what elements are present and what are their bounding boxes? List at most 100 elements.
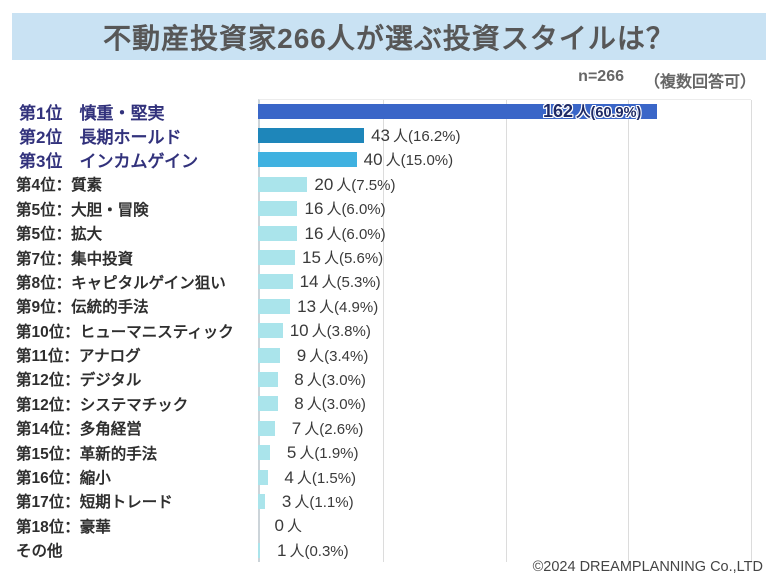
bar: 162 人(60.9%)	[258, 100, 658, 121]
chart-row: 第15位：革新的手法 5 人(1.9%)	[14, 440, 751, 464]
bar-track: 3 人(1.1%)	[258, 489, 751, 513]
bar-track: 7 人(2.6%)	[258, 416, 751, 440]
bar	[258, 176, 308, 192]
sample-size-text: n=266	[578, 68, 624, 85]
bar-track: 13 人(4.9%)	[258, 294, 751, 318]
bar-track: 16 人(6.0%)	[258, 221, 751, 245]
row-rank-label: 第15位：革新的手法	[16, 445, 158, 463]
row-rank-label: 第1位 慎重・堅実	[19, 103, 165, 123]
bar-track: 43 人(16.2%)	[258, 123, 751, 147]
gridline-150	[628, 100, 630, 563]
bar	[258, 225, 298, 241]
row-rank-label: 第9位：伝統的手法	[16, 299, 149, 317]
bar	[258, 152, 357, 168]
value-label-inside: 162 人(60.9%)	[543, 100, 642, 121]
chart-row: 第14位：多角経営 7 人(2.6%)	[14, 416, 751, 440]
bar	[258, 323, 283, 339]
bar-track: 162 人(60.9%)	[258, 99, 751, 123]
bar	[258, 128, 364, 144]
value-label: 8 人(3.0%)	[294, 369, 366, 389]
bar	[258, 371, 278, 387]
copyright-text: ©2024 DREAMPLANNING Co.,LTD	[532, 559, 763, 575]
row-rank-label: 第11位：アナログ	[16, 348, 141, 366]
bar	[258, 347, 281, 363]
chart-row: 第9位：伝統的手法 13 人(4.9%)	[14, 294, 751, 318]
bar-track: 10 人(3.8%)	[258, 319, 751, 343]
value-label: 10 人(3.8%)	[289, 321, 371, 341]
bar-track: 40 人(15.0%)	[258, 148, 751, 172]
bar	[258, 420, 276, 436]
value-label: 20 人(7.5%)	[314, 174, 396, 194]
value-label: 16 人(6.0%)	[304, 223, 386, 243]
value-label: 4 人(1.5%)	[284, 467, 357, 487]
bar-track: 20 人(7.5%)	[258, 172, 751, 196]
bar-track: 5 人(1.9%)	[258, 440, 751, 464]
value-label: 1 人(0.3%)	[276, 540, 349, 560]
gridline-100	[505, 100, 507, 563]
chart-row: 第8位：キャピタルゲイン狙い 14 人(5.3%)	[14, 270, 751, 294]
row-rank-label: 第18位：豪華	[16, 518, 111, 536]
bar	[258, 469, 268, 485]
chart-row: 第10位：ヒューマニスティック 10 人(3.8%)	[14, 319, 751, 343]
gridline-50	[382, 100, 384, 563]
bar-track: 9 人(3.4%)	[258, 343, 751, 367]
value-label: 9 人(3.4%)	[296, 345, 369, 365]
bar	[258, 274, 293, 290]
chart-row: その他 1 人(0.3%)	[14, 538, 751, 562]
value-label: 14 人(5.3%)	[299, 272, 381, 292]
value-label: 16 人(6.0%)	[304, 199, 386, 219]
row-rank-label: その他	[16, 543, 63, 561]
chart-row: 第12位：デジタル 8 人(3.0%)	[14, 367, 751, 391]
bar	[258, 298, 291, 314]
row-rank-label: 第2位 長期ホールド	[19, 128, 182, 148]
chart-rows: 第1位 慎重・堅実 162 人(60.9%) 第2位 長期ホールド 43 人(16.…	[14, 99, 751, 562]
row-rank-label: 第8位：キャピタルゲイン狙い	[16, 274, 226, 292]
row-rank-label: 第14位：多角経営	[16, 421, 142, 439]
bar	[258, 445, 271, 461]
chart-row: 第12位：システマチック 8 人(3.0%)	[14, 392, 751, 416]
bar-track: 1 人(0.3%)	[258, 538, 751, 562]
row-rank-label: 第12位：デジタル	[16, 372, 142, 390]
chart-row: 第5位：拡大 16 人(6.0%)	[14, 221, 751, 245]
chart-row: 第7位：集中投資 15 人(5.6%)	[14, 245, 751, 269]
row-rank-label: 第12位：システマチック	[16, 396, 189, 414]
chart-row: 第4位：質素 20 人(7.5%)	[14, 172, 751, 196]
gridline-200	[751, 100, 752, 563]
row-rank-label: 第10位：ヒューマニスティック	[16, 323, 234, 341]
chart-row: 第1位 慎重・堅実 162 人(60.9%)	[14, 99, 751, 123]
row-rank-label: 第7位：集中投資	[16, 250, 134, 268]
bar-track: 8 人(3.0%)	[258, 392, 751, 416]
bar-track: 14 人(5.3%)	[258, 270, 751, 294]
row-rank-label: 第3位 インカムゲイン	[19, 152, 199, 172]
bar-track: 8 人(3.0%)	[258, 367, 751, 391]
chart-row: 第11位：アナログ 9 人(3.4%)	[14, 343, 751, 367]
bar-track: 16 人(6.0%)	[258, 197, 751, 221]
chart-row: 第16位：縮小 4 人(1.5%)	[14, 465, 751, 489]
value-label: 8 人(3.0%)	[294, 394, 366, 414]
title-banner: 不動産投資家266人が選ぶ投資スタイルは？	[12, 13, 766, 60]
chart-row: 第17位：短期トレード 3 人(1.1%)	[14, 489, 751, 513]
bar-track: 15 人(5.6%)	[258, 245, 751, 269]
value-label: 7 人(2.6%)	[291, 418, 364, 438]
bar-track: 4 人(1.5%)	[258, 465, 751, 489]
value-label: 5 人(1.9%)	[286, 443, 359, 463]
bar-chart: 第1位 慎重・堅実 162 人(60.9%) 第2位 長期ホールド 43 人(16.…	[14, 99, 752, 563]
chart-row: 第5位：大胆・冒険 16 人(6.0%)	[14, 197, 751, 221]
chart-row: 第2位 長期ホールド 43 人(16.2%)	[14, 123, 751, 147]
value-label: 13 人(4.9%)	[297, 296, 379, 316]
bar	[258, 396, 278, 412]
row-rank-label: 第5位：大胆・冒険	[16, 201, 149, 219]
row-rank-label: 第17位：短期トレード	[16, 494, 173, 512]
sample-note: n=266 （複数回答可）	[578, 68, 756, 92]
value-label: 40 人(15.0%)	[363, 150, 454, 170]
bar	[258, 250, 295, 266]
multiple-answer-note: （複数回答可）	[643, 74, 756, 91]
page-title: 不動産投資家266人が選ぶ投資スタイルは？	[103, 22, 675, 54]
value-label: 15 人(5.6%)	[302, 248, 384, 268]
value-label: 43 人(16.2%)	[371, 126, 461, 146]
chart-row: 第3位 インカムゲイン 40 人(15.0%)	[14, 148, 751, 172]
